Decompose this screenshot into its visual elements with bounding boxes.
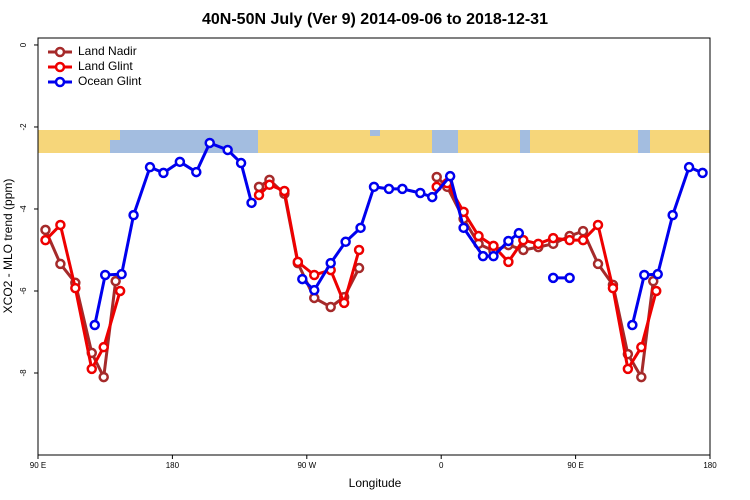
- data-point: [204, 137, 215, 149]
- chart-title: 40N-50N July (Ver 9) 2014-09-06 to 2018-…: [202, 11, 548, 28]
- data-point: [325, 257, 336, 269]
- data-point: [174, 156, 186, 168]
- x-tick-label: 180: [166, 461, 180, 470]
- data-point: [577, 234, 589, 246]
- data-point: [89, 319, 100, 331]
- legend-label: Land Glint: [78, 59, 133, 73]
- x-axis-label: Longitude: [349, 476, 402, 490]
- data-point: [353, 244, 365, 256]
- data-point: [426, 191, 438, 203]
- legend-marker: [54, 76, 66, 88]
- data-point: [246, 197, 257, 209]
- data-point: [70, 282, 81, 294]
- data-point: [292, 256, 304, 268]
- data-point: [667, 209, 678, 221]
- legend-marker: [54, 61, 66, 73]
- data-point: [444, 170, 456, 182]
- data-point: [309, 269, 320, 281]
- data-point: [639, 269, 650, 281]
- data-point: [40, 234, 51, 246]
- data-point: [652, 268, 663, 280]
- data-point: [128, 209, 139, 221]
- series-line: [44, 181, 658, 371]
- data-point: [235, 157, 247, 169]
- y-tick-label: -6: [19, 287, 28, 295]
- data-point: [325, 301, 336, 313]
- y-tick-label: 0: [19, 42, 28, 47]
- data-point: [144, 161, 156, 173]
- data-point: [518, 234, 529, 246]
- legend-label: Ocean Glint: [78, 74, 142, 88]
- data-point: [564, 272, 575, 284]
- data-point: [547, 272, 559, 284]
- data-point: [650, 285, 662, 297]
- data-point: [627, 319, 638, 331]
- data-point: [477, 250, 489, 262]
- y-tick-label: -8: [19, 369, 28, 377]
- data-point: [110, 275, 121, 287]
- data-point: [607, 282, 619, 294]
- data-point: [55, 219, 66, 231]
- data-point: [683, 161, 695, 173]
- data-point: [533, 238, 544, 250]
- data-point: [488, 250, 499, 262]
- x-tick-label: 0: [439, 461, 444, 470]
- data-point: [636, 341, 647, 353]
- data-point: [368, 181, 380, 193]
- data-point: [622, 363, 634, 375]
- legend-marker: [54, 46, 66, 58]
- data-point: [503, 256, 514, 268]
- data-point: [116, 268, 127, 280]
- data-point: [338, 297, 350, 309]
- x-tick-label: 180: [703, 461, 717, 470]
- data-point: [98, 371, 109, 383]
- data-point: [503, 235, 514, 247]
- data-point: [158, 167, 169, 179]
- x-tick-label: 90 E: [567, 461, 583, 470]
- data-point: [222, 144, 233, 156]
- data-point: [592, 219, 604, 231]
- y-axis-label: XCO2 - MLO trend (ppm): [1, 179, 15, 314]
- plot-frame: [37, 37, 711, 456]
- data-point: [98, 341, 109, 353]
- data-point: [253, 189, 265, 201]
- y-tick-label: -2: [19, 123, 28, 131]
- y-tick-label: -4: [19, 205, 28, 213]
- data-point: [55, 258, 66, 270]
- map-strip: [38, 130, 710, 153]
- data-point: [473, 230, 484, 242]
- data-point: [636, 371, 647, 383]
- data-point: [397, 183, 408, 195]
- data-point: [340, 236, 351, 248]
- data-point: [383, 183, 395, 195]
- data-point: [279, 185, 290, 197]
- data-point: [253, 181, 265, 193]
- data-point: [592, 258, 604, 270]
- data-point: [309, 284, 320, 296]
- data-point: [518, 244, 529, 256]
- data-point: [297, 273, 308, 285]
- legend-label: Land Nadir: [78, 44, 137, 58]
- series-line: [93, 141, 704, 326]
- data-point: [99, 269, 111, 281]
- data-point: [415, 187, 426, 199]
- data-point: [40, 224, 51, 236]
- data-point: [577, 225, 589, 237]
- data-point: [86, 363, 98, 375]
- data-point: [547, 232, 559, 244]
- data-point: [264, 179, 275, 191]
- data-point: [114, 285, 126, 297]
- data-point: [648, 275, 659, 287]
- data-point: [191, 166, 202, 178]
- data-point: [513, 227, 525, 239]
- data-point: [431, 171, 442, 183]
- x-tick-label: 90 W: [297, 461, 316, 470]
- data-point: [458, 222, 469, 234]
- x-tick-label: 90 E: [30, 461, 46, 470]
- data-point: [697, 167, 708, 179]
- data-point: [355, 222, 366, 234]
- data-point: [488, 240, 499, 252]
- data-point: [564, 234, 575, 246]
